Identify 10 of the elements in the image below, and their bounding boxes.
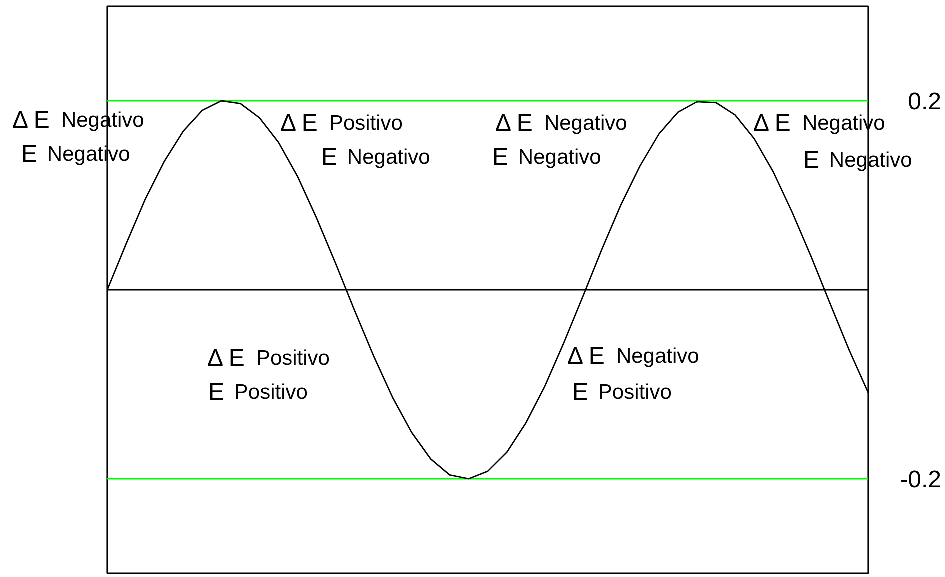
annotation: E Negativo	[322, 144, 430, 171]
y-tick-label: -0.2	[900, 466, 942, 494]
y-tick-label: 0.2	[908, 88, 942, 116]
annotation: Δ E Negativo	[496, 110, 628, 137]
annotation: Δ E Negativo	[568, 343, 700, 370]
annotation: Δ E Positivo	[208, 345, 330, 372]
annotation: Δ E Positivo	[280, 110, 403, 137]
annotation: E Negativo	[492, 144, 602, 171]
annotation: E Positivo	[208, 379, 308, 406]
annotation: E Positivo	[572, 379, 672, 406]
